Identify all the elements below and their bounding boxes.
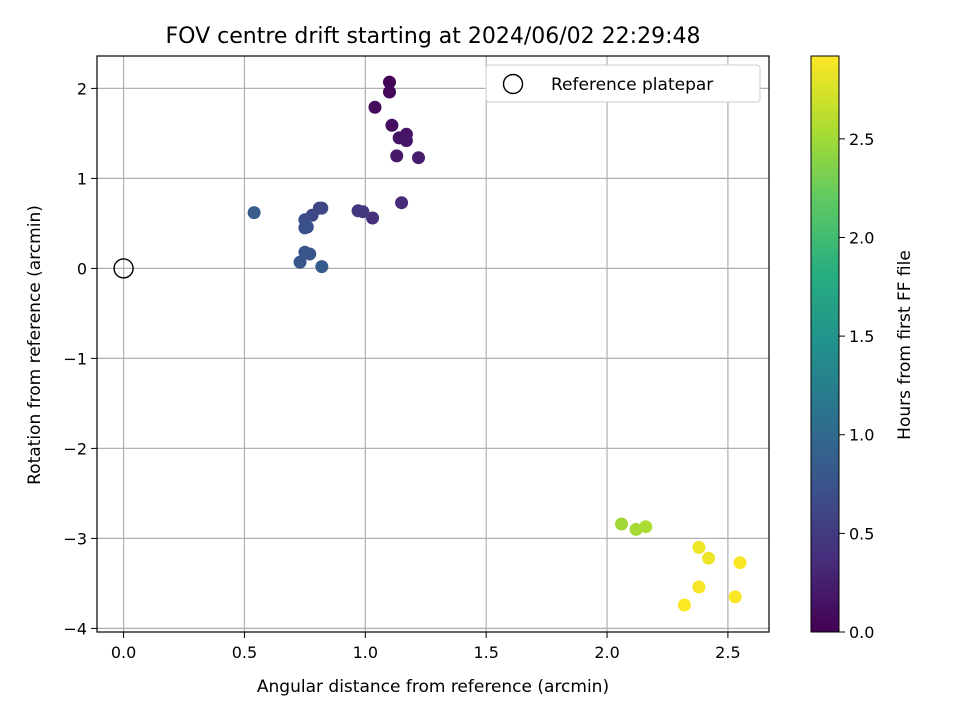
reference-point-marker — [113, 258, 134, 279]
data-point — [315, 201, 329, 215]
data-point — [247, 206, 261, 220]
data-point — [368, 100, 382, 114]
x-tick-label: 0.0 — [111, 643, 136, 662]
data-point — [356, 205, 370, 219]
legend: Reference platepar — [485, 64, 761, 103]
y-tick-label: −4 — [63, 619, 87, 638]
y-tick-label: 2 — [77, 79, 87, 98]
colorbar-tick-label: 1.5 — [849, 327, 874, 346]
colorbar-gradient — [810, 55, 840, 633]
x-axis-label: Angular distance from reference (arcmin) — [257, 677, 609, 697]
data-point — [395, 196, 409, 210]
data-point — [366, 211, 380, 225]
data-point — [692, 580, 706, 594]
data-point — [639, 520, 653, 534]
data-point — [300, 220, 314, 234]
y-axis-label: Rotation from reference (arcmin) — [25, 205, 45, 485]
data-point — [399, 134, 413, 148]
x-tick-label: 2.5 — [715, 643, 740, 662]
reference-point-layer — [113, 258, 134, 279]
colorbar-tick-label: 0.0 — [849, 623, 874, 642]
colorbar-ticks: 0.0 0.5 1.0 1.5 2.0 2.5 — [839, 130, 874, 642]
data-point — [390, 149, 404, 163]
data-point — [315, 260, 329, 274]
data-point — [677, 598, 691, 612]
data-point — [303, 247, 317, 261]
data-point — [382, 75, 396, 89]
data-point — [385, 118, 399, 132]
y-tick-label: −2 — [63, 439, 87, 458]
legend-marker-reference — [502, 73, 524, 95]
colorbar: 0.0 0.5 1.0 1.5 2.0 2.5 Hours from first FF f… — [810, 55, 915, 642]
data-point — [702, 551, 716, 565]
colorbar-tick-label: 2.5 — [849, 130, 874, 149]
plot-frame — [96, 55, 770, 633]
colorbar-label: Hours from first FF file — [895, 250, 915, 440]
y-axis-ticks: −4 −3 −2 −1 0 1 2 — [63, 79, 97, 638]
data-point — [692, 540, 706, 554]
data-point — [382, 85, 396, 99]
data-point — [728, 590, 742, 604]
x-axis-ticks: 0.0 0.5 1.0 1.5 2.0 2.5 — [111, 632, 741, 662]
colorbar-tick-label: 1.0 — [849, 426, 874, 445]
colorbar-tick-label: 0.5 — [849, 524, 874, 543]
data-point — [615, 517, 629, 531]
x-tick-label: 1.0 — [353, 643, 378, 662]
legend-box — [485, 64, 761, 103]
chart-title: FOV centre drift starting at 2024/06/02 … — [166, 24, 701, 49]
y-tick-label: 1 — [77, 169, 87, 188]
data-points — [247, 75, 747, 612]
y-tick-label: −1 — [63, 349, 87, 368]
y-tick-label: −3 — [63, 529, 87, 548]
x-tick-label: 2.0 — [594, 643, 619, 662]
x-tick-label: 0.5 — [232, 643, 257, 662]
colorbar-tick-label: 2.0 — [849, 228, 874, 247]
legend-label-reference: Reference platepar — [551, 75, 713, 95]
data-point — [411, 151, 425, 165]
x-tick-label: 1.5 — [473, 643, 498, 662]
y-tick-label: 0 — [77, 259, 87, 278]
data-point — [293, 255, 307, 269]
grid-lines — [97, 56, 769, 632]
data-point — [733, 556, 747, 570]
